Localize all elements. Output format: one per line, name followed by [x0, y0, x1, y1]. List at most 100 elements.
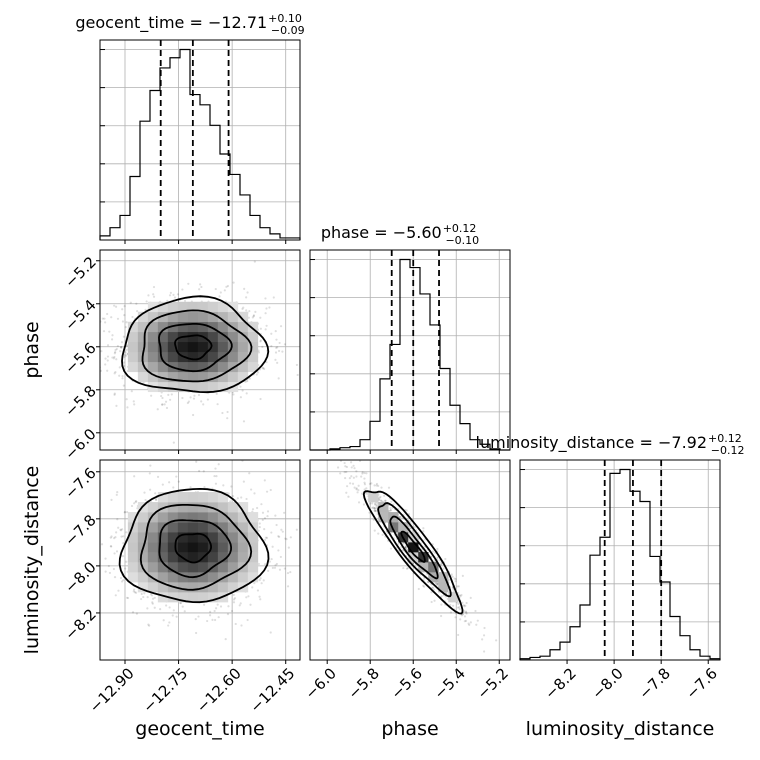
sample-point [113, 304, 116, 307]
sample-point [363, 488, 366, 491]
contour-1σ [158, 323, 233, 373]
sample-point [251, 508, 255, 511]
sample-point [160, 403, 164, 406]
x-tick-label: −8.0 [588, 664, 626, 702]
sample-point [459, 618, 462, 621]
sample-point [175, 615, 178, 618]
density-cell [207, 341, 219, 353]
density-cell [177, 321, 189, 333]
sample-point [268, 560, 271, 563]
sample-point [104, 357, 107, 360]
sample-point [259, 598, 262, 601]
density-cell [137, 361, 149, 373]
sample-point [187, 282, 190, 285]
density-cell [217, 542, 229, 553]
sample-point [465, 612, 468, 615]
sample-point [259, 397, 262, 401]
sample-point [361, 472, 364, 475]
sample-point [194, 617, 197, 621]
sample-point [405, 548, 408, 551]
sample-point [463, 620, 466, 623]
sample-point [363, 483, 367, 486]
sample-point [381, 533, 384, 536]
sample-point [495, 639, 498, 642]
sample-point [81, 601, 83, 603]
sample-point [277, 535, 280, 538]
sample-point [462, 604, 465, 607]
sample-point [111, 334, 114, 337]
axes-frame [519, 459, 721, 661]
sample-point [181, 605, 184, 608]
density-cell [207, 592, 219, 603]
sample-point [192, 397, 196, 400]
sample-point [286, 585, 290, 588]
density-cell [217, 512, 229, 523]
title-plus-error: +0.10 [268, 12, 302, 25]
density-cell [237, 351, 249, 363]
sample-point [150, 394, 153, 397]
sample-point [111, 356, 114, 359]
sample-point [214, 607, 218, 610]
sample-point [475, 623, 478, 626]
sample-point [187, 400, 190, 403]
sample-point [373, 507, 376, 510]
density-cell [147, 512, 159, 523]
density-cell [207, 331, 219, 343]
sample-point [172, 441, 175, 444]
sample-point [186, 401, 189, 405]
sample-point [106, 369, 109, 372]
sample-point [226, 284, 230, 288]
density-cell [217, 532, 229, 543]
sample-point [259, 327, 262, 330]
sample-point [352, 476, 355, 479]
sample-point [106, 344, 110, 347]
sample-point [289, 536, 292, 539]
density-cell [197, 321, 209, 333]
sample-point [200, 285, 203, 289]
sample-point [355, 470, 358, 473]
sample-point [344, 476, 347, 480]
sample-point [409, 527, 412, 530]
sample-point [280, 528, 283, 531]
y-tick-label: −7.6 [61, 464, 99, 502]
density-cell [147, 301, 159, 313]
sample-point [122, 335, 125, 338]
sample-point [215, 475, 218, 478]
sample-point [281, 530, 284, 533]
sample-point [269, 631, 272, 634]
sample-point [259, 577, 262, 580]
sample-point [229, 500, 232, 503]
sample-point [197, 615, 200, 618]
sample-point [150, 594, 154, 597]
density-cell [187, 371, 199, 383]
sample-point [349, 482, 352, 485]
density-cell [147, 532, 159, 543]
density-cell [167, 351, 179, 363]
density-cell [187, 542, 199, 553]
density-cell [197, 301, 209, 313]
x-tick-label: −5.8 [344, 664, 382, 702]
sample-point [450, 573, 453, 576]
x-tick-label: −8.2 [541, 664, 579, 702]
sample-point [161, 483, 164, 486]
density-cell [217, 552, 229, 563]
sample-point [203, 486, 206, 489]
sample-point [110, 316, 113, 319]
sample-point [98, 367, 100, 369]
sample-point [399, 515, 403, 518]
sample-point [449, 603, 452, 607]
sample-point [373, 507, 376, 510]
density-cell [187, 582, 199, 593]
sample-point [434, 582, 438, 585]
sample-point [172, 293, 175, 296]
y-tick-label: −6.0 [61, 425, 99, 463]
sample-point [257, 351, 261, 354]
density-cell [237, 341, 249, 353]
sample-point [116, 518, 119, 521]
sample-point [170, 393, 173, 396]
sample-point [251, 586, 254, 589]
sample-point [251, 316, 254, 319]
density-cell [187, 341, 199, 353]
axes-frame [309, 459, 511, 661]
sample-point [406, 549, 409, 552]
